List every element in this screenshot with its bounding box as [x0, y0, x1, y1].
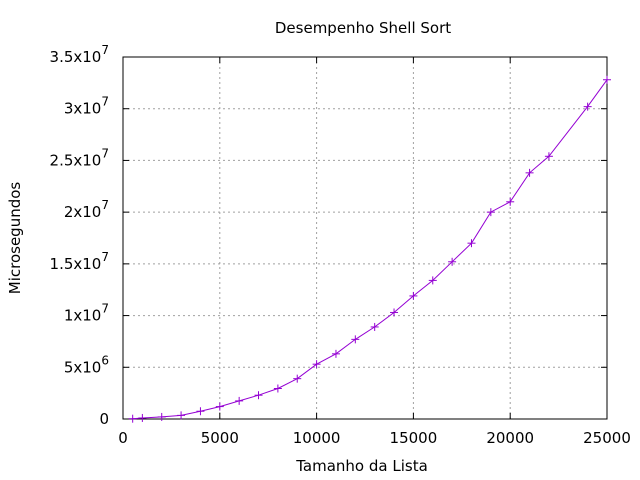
- y-tick-mantissa: 1.5x10: [50, 255, 102, 273]
- y-tick-exponent: 7: [101, 198, 109, 212]
- data-point: [196, 407, 205, 416]
- y-tick-label: 0: [99, 410, 109, 428]
- data-point: [544, 152, 553, 161]
- x-axis-label: Tamanho da Lista: [295, 457, 428, 475]
- data-point: [370, 322, 379, 331]
- y-tick-mantissa: 3.5x10: [50, 48, 102, 66]
- x-tick-label: 15000: [390, 429, 438, 447]
- x-tick-label: 25000: [583, 429, 631, 447]
- y-tick-labels: 05x1061x1071.5x1072x1072.5x1073x1073.5x1…: [50, 43, 109, 428]
- y-tick-label: 3.5x107: [50, 43, 109, 66]
- data-point: [390, 308, 399, 317]
- series-line: [132, 79, 608, 420]
- y-tick-mantissa: 1x10: [64, 307, 102, 325]
- data-point: [506, 197, 515, 206]
- plot-frame: [122, 56, 608, 420]
- y-tick-exponent: 7: [101, 43, 109, 57]
- chart-title: Desempenho Shell Sort: [275, 19, 451, 37]
- data-point: [128, 414, 137, 423]
- x-tick-label: 5000: [201, 429, 239, 447]
- x-tick-labels: 0 5000 10000 15000 20000 25000: [118, 429, 631, 447]
- data-point: [351, 335, 360, 344]
- grid-lines: [123, 57, 607, 419]
- y-tick-label: 2x107: [64, 198, 109, 221]
- data-point: [273, 384, 282, 393]
- data-point: [583, 102, 592, 111]
- data-point: [138, 413, 147, 422]
- y-tick-mantissa: 0: [99, 410, 109, 428]
- y-tick-mantissa: 2x10: [64, 203, 102, 221]
- data-point: [486, 208, 495, 217]
- data-point: [428, 276, 437, 285]
- y-axis-label: Microsegundos: [6, 182, 24, 295]
- data-point: [157, 412, 166, 421]
- data-point: [235, 396, 244, 405]
- data-point: [331, 349, 340, 358]
- data-point: [448, 257, 457, 266]
- y-tick-mantissa: 5x10: [64, 358, 102, 376]
- y-tick-exponent: 7: [101, 250, 109, 264]
- y-tick-label: 3x107: [64, 95, 109, 118]
- data-point: [312, 360, 321, 369]
- series: [128, 75, 611, 423]
- x-tick-label: 10000: [293, 429, 341, 447]
- y-tick-label: 1x107: [64, 302, 109, 325]
- y-tick-label: 1.5x107: [50, 250, 109, 273]
- data-point: [409, 291, 418, 300]
- y-tick-exponent: 6: [101, 353, 109, 367]
- data-point: [177, 411, 186, 420]
- data-point: [293, 374, 302, 383]
- data-point: [525, 168, 534, 177]
- y-tick-label: 2.5x107: [50, 146, 109, 169]
- y-tick-mantissa: 3x10: [64, 100, 102, 118]
- data-point: [254, 391, 263, 400]
- y-tick-exponent: 7: [101, 95, 109, 109]
- y-tick-exponent: 7: [101, 146, 109, 160]
- y-tick-label: 5x106: [64, 353, 109, 376]
- axis-ticks: [122, 56, 608, 420]
- data-point: [603, 75, 611, 84]
- data-point: [467, 239, 476, 248]
- x-tick-label: 20000: [486, 429, 534, 447]
- data-point: [215, 402, 224, 411]
- y-tick-exponent: 7: [101, 302, 109, 316]
- x-tick-label: 0: [118, 429, 128, 447]
- y-tick-mantissa: 2.5x10: [50, 151, 102, 169]
